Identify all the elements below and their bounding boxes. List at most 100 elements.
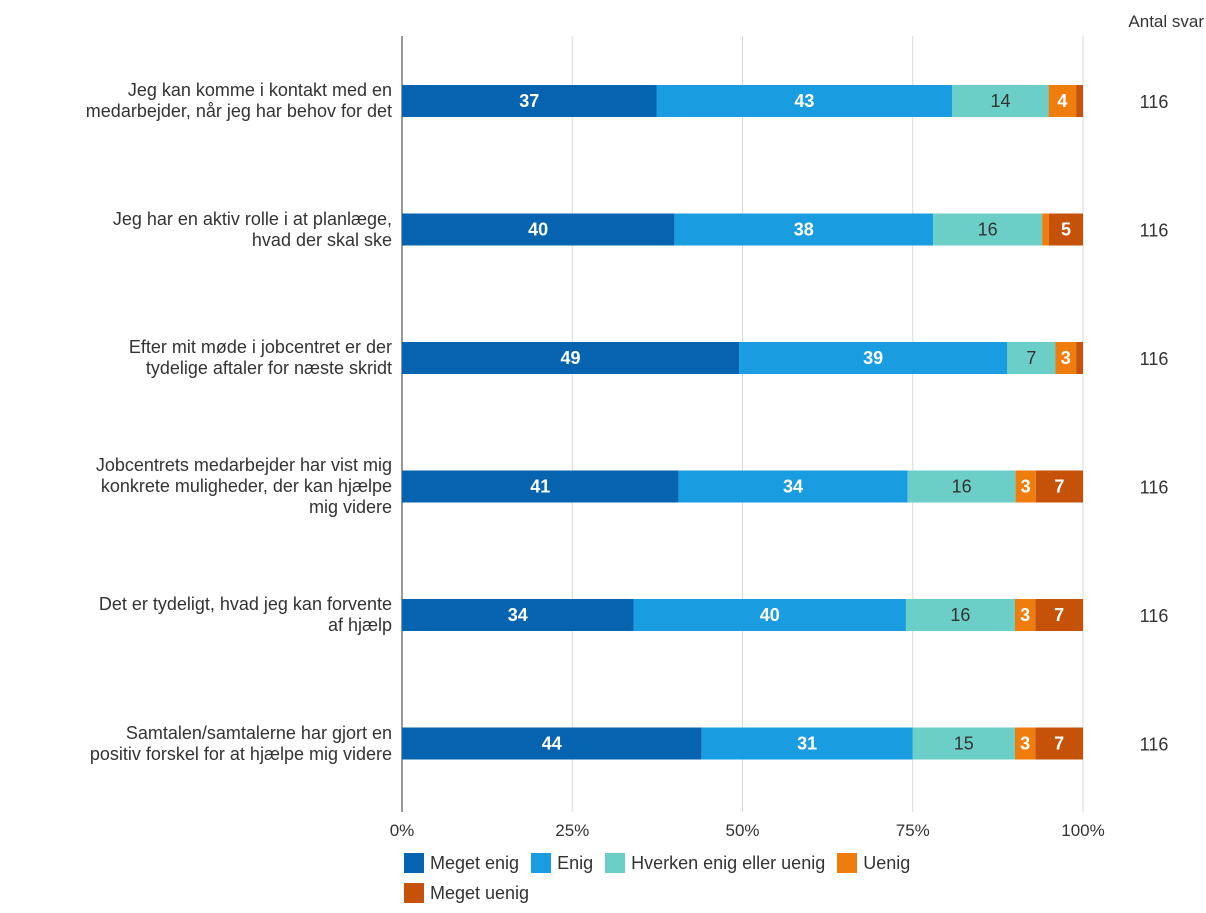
legend-item: Meget uenig	[404, 878, 529, 908]
bar-segment	[402, 470, 679, 503]
legend-label: Enig	[557, 852, 594, 873]
bar-segment	[402, 342, 740, 374]
bar-segment	[1015, 470, 1036, 503]
legend-label: Uenig	[863, 852, 911, 873]
data-label: 3	[1020, 605, 1030, 625]
count-header: Antal svar	[1128, 12, 1204, 31]
data-label: 7	[1054, 605, 1064, 625]
bar-segment	[1076, 85, 1083, 117]
count-value: 116	[1140, 221, 1169, 241]
category-label-line: konkrete muligheder, der kan hjælpe	[100, 476, 392, 496]
bar-segment	[402, 599, 634, 631]
bar-segment	[701, 727, 913, 760]
bar-segment	[402, 213, 675, 246]
data-label: 14	[990, 91, 1010, 111]
bar-segment	[1055, 342, 1077, 374]
bar-segment	[739, 342, 1008, 374]
data-label: 41	[530, 477, 550, 497]
data-label: 38	[794, 220, 814, 240]
count-value: 116	[1140, 478, 1169, 498]
legend-swatch	[404, 883, 424, 903]
bar-segment	[912, 727, 1015, 760]
legend-swatch	[837, 853, 858, 873]
legend: Meget enig Enig Hverken enig eller uenig Ue…	[404, 848, 1044, 908]
data-label: 40	[528, 220, 548, 240]
data-label: 16	[950, 605, 970, 625]
category-label-line: Det er tydeligt, hvad jeg kan forvente	[98, 594, 392, 614]
legend-swatch	[404, 853, 424, 873]
count-value: 116	[1140, 349, 1169, 369]
bar-segment	[952, 85, 1049, 117]
bar-segment	[1035, 727, 1083, 760]
category-label: Samtalen/samtalerne har gjort en positiv …	[0, 723, 392, 765]
legend-item: Enig	[531, 848, 593, 878]
legend-item: Uenig	[837, 848, 910, 878]
category-label-line: Jeg har en aktiv rolle i at planlæge,	[112, 208, 392, 229]
bar-segment	[674, 213, 934, 246]
category-label-line: Efter mit møde i jobcentret er der	[128, 337, 392, 357]
bar-segment	[1007, 342, 1056, 374]
category-label-line: Jobcentrets medarbejder har vist mig	[95, 455, 392, 475]
category-label-line: mig videre	[308, 497, 392, 517]
category-label-line: tydelige aftaler for næste skridt	[145, 358, 392, 378]
x-tick-label: 75%	[896, 821, 930, 840]
legend-label: Hverken enig eller uenig	[631, 852, 826, 873]
data-label: 34	[508, 605, 528, 625]
data-label: 7	[1026, 348, 1036, 368]
x-tick-label: 25%	[555, 821, 589, 840]
category-label: Efter mit møde i jobcentret er der tydeli…	[0, 337, 392, 379]
data-label: 39	[863, 348, 883, 368]
bar-segment	[402, 727, 702, 760]
data-label: 44	[542, 734, 562, 754]
x-tick-label: 0%	[390, 821, 415, 840]
data-label: 31	[797, 734, 817, 754]
data-label: 3	[1020, 734, 1030, 754]
data-label: 43	[794, 91, 814, 111]
bar-segment	[1048, 85, 1077, 117]
x-tick-label: 50%	[725, 821, 759, 840]
bar-segment	[905, 599, 1015, 631]
data-label: 15	[954, 734, 974, 754]
category-label: Jeg kan komme i kontakt med en medarbejde…	[0, 80, 392, 122]
legend-swatch	[531, 853, 552, 873]
count-value: 116	[1140, 735, 1169, 755]
data-label: 16	[952, 477, 972, 497]
category-label-line: Samtalen/samtalerne har gjort en	[125, 722, 392, 743]
category-label: Jeg har en aktiv rolle i at planlæge, hva…	[0, 209, 392, 251]
data-label: 49	[561, 348, 581, 368]
category-label-line: hvad der skal ske	[251, 229, 392, 250]
bar-segment	[933, 213, 1043, 246]
data-label: 7	[1054, 734, 1064, 754]
bar-segment	[1035, 470, 1083, 503]
bar-segment	[1035, 599, 1083, 631]
bar-segment	[678, 470, 908, 503]
x-tick-label: 100%	[1061, 821, 1104, 840]
legend-item: Hverken enig eller uenig	[605, 848, 825, 878]
bar-segment	[1014, 727, 1036, 760]
bar-segment	[1076, 342, 1083, 374]
data-label: 37	[519, 91, 539, 111]
category-label: Jobcentrets medarbejder har vist mig konk…	[0, 455, 392, 518]
category-label-line: positiv forskel for at hjælpe mig videre	[89, 743, 392, 764]
legend-swatch	[605, 853, 626, 873]
bar-segment	[1042, 213, 1049, 246]
data-label: 5	[1061, 220, 1071, 240]
legend-label: Meget uenig	[430, 882, 530, 903]
bar-segment	[633, 599, 906, 631]
data-label: 3	[1061, 348, 1071, 368]
bar-segment	[1014, 599, 1036, 631]
legend-label: Meget enig	[430, 852, 520, 873]
bar-segment	[402, 85, 657, 117]
count-value: 116	[1140, 606, 1169, 626]
data-label: 3	[1021, 477, 1031, 497]
bar-segment	[656, 85, 953, 117]
data-label: 7	[1054, 477, 1064, 497]
category-label-line: af hjælp	[327, 615, 392, 635]
data-label: 40	[760, 605, 780, 625]
bar-segment	[907, 470, 1016, 503]
legend-item: Meget enig	[404, 848, 519, 878]
data-label: 34	[783, 477, 803, 497]
category-label-line: Jeg kan komme i kontakt med en	[127, 80, 392, 100]
count-value: 116	[1140, 92, 1169, 112]
